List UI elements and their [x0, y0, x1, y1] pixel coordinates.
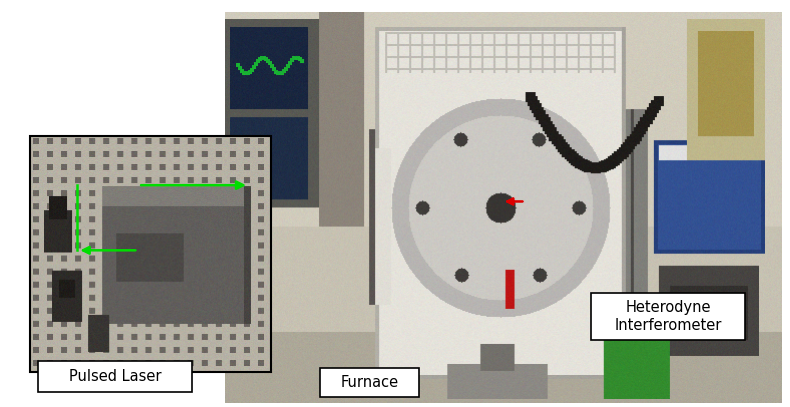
Text: Furnace: Furnace — [340, 375, 398, 390]
Text: Heterodyne
Interferometer: Heterodyne Interferometer — [615, 300, 721, 333]
Bar — [320, 368, 419, 397]
Bar — [30, 136, 271, 372]
Text: Pulsed Laser: Pulsed Laser — [69, 369, 161, 384]
Bar — [591, 293, 745, 340]
Bar — [38, 361, 192, 392]
